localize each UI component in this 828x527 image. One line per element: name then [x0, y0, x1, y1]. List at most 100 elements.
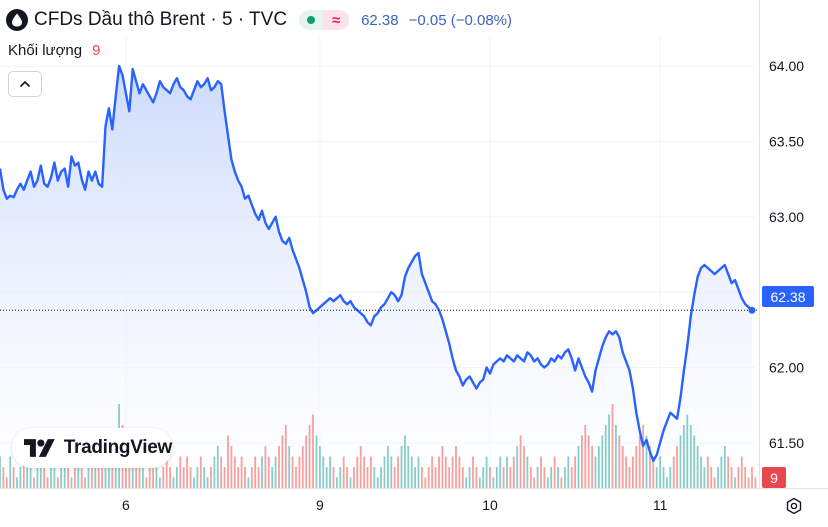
- volume-bar: [227, 435, 229, 488]
- volume-bar: [46, 477, 49, 488]
- volume-bar: [414, 467, 416, 488]
- volume-bar: [662, 467, 665, 488]
- volume-bar: [244, 467, 246, 488]
- volume-bar: [482, 467, 485, 488]
- volume-bar: [271, 467, 274, 488]
- volume-bar: [679, 435, 682, 488]
- market-status-pill[interactable]: ≈: [299, 10, 350, 30]
- volume-bar: [485, 456, 488, 488]
- volume-bar: [206, 477, 209, 488]
- volume-bar: [720, 456, 723, 488]
- volume-bar: [448, 467, 451, 488]
- volume-bar: [16, 477, 18, 488]
- volume-bar: [60, 467, 63, 488]
- volume-bar: [390, 456, 393, 488]
- price-axis-tick: 63.50: [769, 133, 804, 149]
- time-axis[interactable]: 6 9 10 11: [122, 497, 668, 513]
- volume-bar: [199, 456, 202, 488]
- oil-drop-icon: [6, 9, 28, 31]
- time-axis-tick: 10: [482, 497, 498, 513]
- volume-bar: [410, 456, 413, 488]
- volume-bar: [451, 456, 454, 488]
- volume-bar: [475, 467, 478, 488]
- volume-label: Khối lượng: [8, 42, 83, 59]
- volume-bar: [142, 467, 144, 488]
- volume-bar: [740, 456, 743, 488]
- volume-bar: [101, 467, 103, 488]
- volume-bar: [727, 456, 730, 488]
- volume-bar: [417, 456, 420, 488]
- volume-bar: [189, 467, 192, 488]
- volume-bar: [553, 456, 556, 488]
- volume-legend[interactable]: Khối lượng 9: [8, 42, 100, 59]
- volume-bar: [339, 467, 342, 488]
- volume-bar: [380, 467, 382, 488]
- volume-bar: [387, 446, 389, 488]
- volume-bar: [363, 456, 365, 488]
- price-axis-tick: 63.00: [769, 209, 804, 225]
- volume-bar: [461, 467, 464, 488]
- volume-bar: [754, 477, 757, 488]
- volume-bar: [97, 456, 100, 488]
- volume-bar: [70, 477, 73, 488]
- collapse-legend-button[interactable]: [8, 71, 42, 97]
- volume-bar: [526, 456, 529, 488]
- volume-bar: [584, 425, 587, 488]
- volume-bar: [43, 467, 46, 488]
- volume-bar: [312, 414, 314, 488]
- volume-bar: [560, 477, 563, 488]
- volume-bar: [400, 446, 403, 488]
- volume-bar: [366, 467, 369, 488]
- volume-bar: [529, 467, 532, 488]
- volume-bar: [652, 456, 655, 488]
- time-axis-tick: 11: [653, 497, 668, 513]
- volume-bar: [744, 467, 747, 488]
- volume-bar: [543, 467, 546, 488]
- symbol-title[interactable]: CFDs Dầu thô Brent · 5 · TVC: [34, 9, 288, 30]
- volume-bar: [77, 456, 80, 488]
- volume-bar: [305, 435, 308, 488]
- volume-bar: [564, 467, 566, 488]
- volume-bar: [601, 435, 604, 488]
- volume-bar: [278, 446, 280, 488]
- volume-bar: [145, 477, 148, 488]
- volume-bar: [288, 446, 291, 488]
- volume-bar: [349, 477, 352, 488]
- volume-bar: [611, 404, 614, 488]
- volume-bar: [230, 446, 233, 488]
- settings-button[interactable]: [784, 496, 804, 516]
- volume-bar: [737, 467, 740, 488]
- last-price-dot: [748, 306, 756, 314]
- volume-bar: [281, 435, 284, 488]
- volume-bar: [50, 456, 52, 488]
- volume-bar: [577, 446, 580, 488]
- volume-bar: [373, 467, 376, 488]
- volume-bar: [148, 467, 151, 488]
- volume-bar: [516, 446, 519, 488]
- tradingview-logo[interactable]: TradingView: [12, 428, 172, 468]
- volume-bar: [723, 446, 726, 488]
- volume-bar: [155, 467, 158, 488]
- chart-header: CFDs Dầu thô Brent · 5 · TVC ≈ 62.38 −0.…: [6, 8, 512, 32]
- volume-bar: [298, 456, 301, 488]
- volume-bar: [74, 467, 76, 488]
- volume-bar: [383, 456, 386, 488]
- volume-bar: [635, 446, 638, 488]
- volume-bar: [696, 446, 699, 488]
- volume-bar: [254, 456, 257, 488]
- volume-bar: [182, 467, 185, 488]
- volume-bar: [264, 446, 267, 488]
- volume-bar: [29, 467, 32, 488]
- volume-bar: [604, 425, 607, 488]
- volume-bar: [434, 467, 437, 488]
- volume-bar: [468, 467, 471, 488]
- chevron-up-icon: [19, 80, 31, 88]
- last-price-tag: 62.38: [762, 286, 814, 307]
- volume-bar: [519, 435, 522, 488]
- volume-bar: [237, 467, 240, 488]
- volume-bar: [523, 446, 525, 488]
- volume-bar: [301, 446, 304, 488]
- volume-bar: [533, 477, 536, 488]
- volume-bar: [39, 456, 42, 488]
